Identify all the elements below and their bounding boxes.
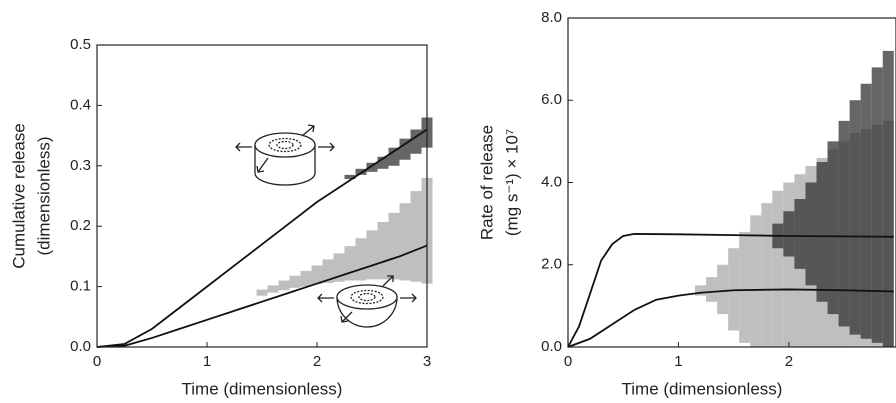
x-tick-label: 1 [203,353,211,370]
chart: 0 1 2 3 0.0 0.1 0.2 0.3 0.4 0.5 Time (dimensionles… [9,36,433,398]
y-tick-label: 6.0 [541,91,562,108]
cylinder-icon [235,124,335,186]
x-tick-label: 1 [674,353,682,370]
plots: 0 1 2 3 0.0 0.1 0.2 0.3 0.4 0.5 Time (dimensionles… [9,9,896,398]
x-tick-label: 2 [785,353,793,370]
plot-frame [96,44,428,348]
x-axis-label: Time (dimensionless) [622,379,783,398]
y-tick-label: 8.0 [541,9,562,26]
y-tick-label: 0.1 [70,278,91,295]
release-curve [567,233,894,348]
y-tick-label: 0.0 [70,338,91,355]
x-axis-label: Time (dimensionless) [182,379,343,398]
chart: 0 1 2 0.0 2.0 4.0 6.0 8.0 Time (dimensionless) Ra… [477,9,896,398]
x-tick-label: 2 [313,353,321,370]
y-tick-label: 4.0 [541,173,562,190]
x-tick-label: 0 [564,353,572,370]
y-tick-label: 0.3 [70,157,91,174]
y-tick-label: 0.4 [70,96,91,113]
y-axis-label: (mg s⁻¹) × 10⁷ [502,129,521,236]
y-axis-label: Cumulative release [9,123,28,269]
y-tick-label: 0.0 [541,338,562,355]
y-tick-label: 0.2 [70,217,91,234]
x-tick-label: 3 [423,353,431,370]
y-tick-label: 0.5 [70,36,91,53]
hemisphere-icon [317,275,417,328]
y-axis-label: (dimensionless) [34,136,53,255]
x-tick-label: 0 [93,353,101,370]
y-axis-label: Rate of release [477,125,496,240]
release-curve [567,288,894,348]
release-curve [96,128,428,348]
y-tick-label: 2.0 [541,256,562,273]
release-curve [96,244,428,348]
